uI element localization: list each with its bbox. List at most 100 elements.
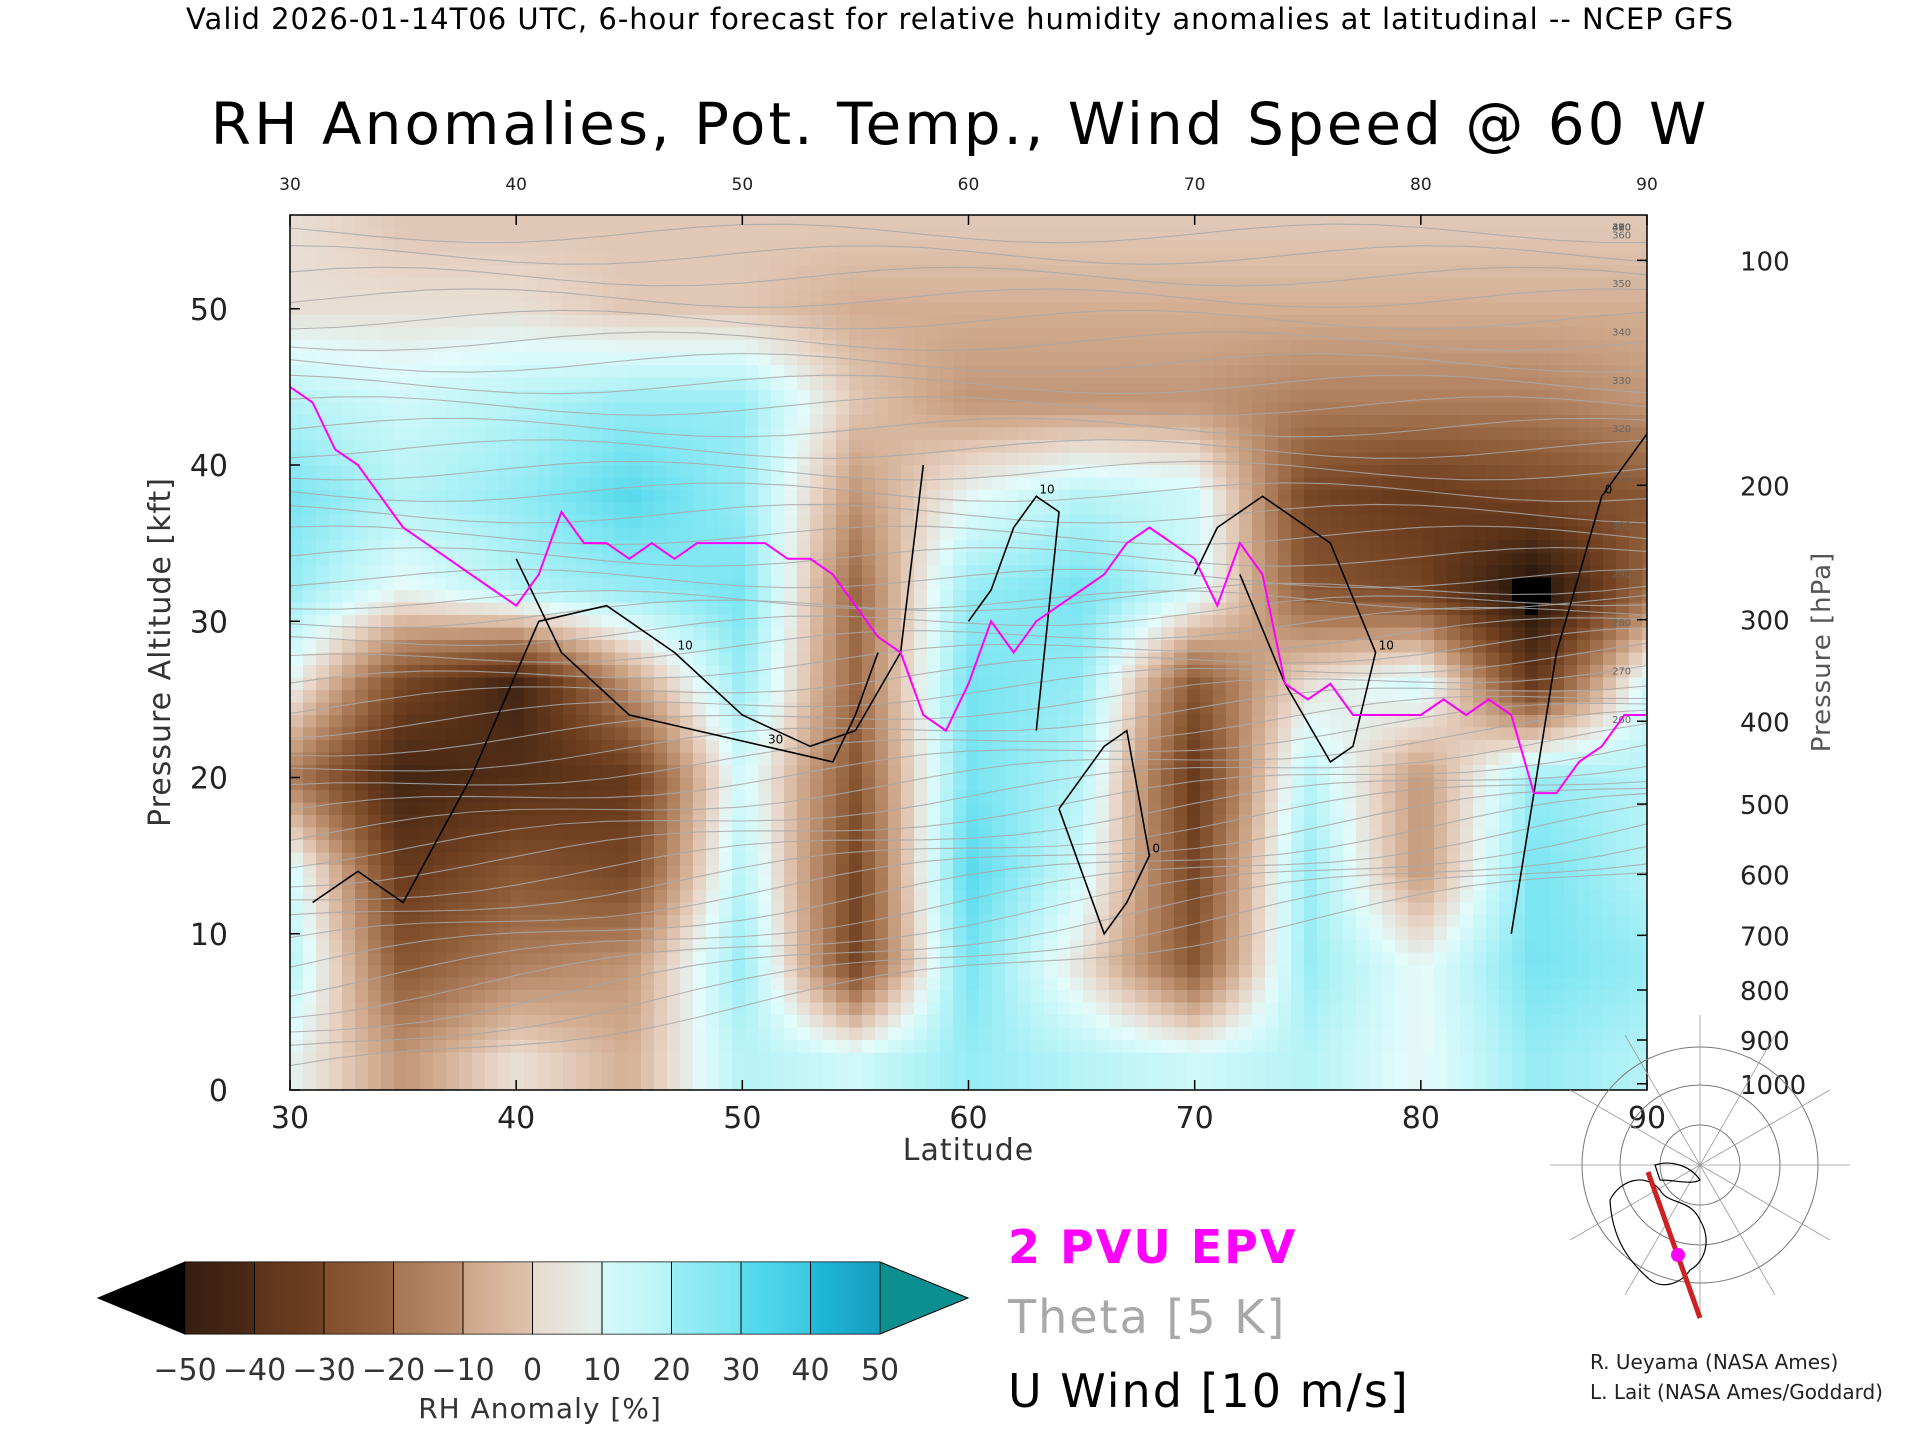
heatmap-cell	[1577, 277, 1591, 291]
heatmap-cell	[472, 477, 486, 491]
heatmap-cell	[654, 502, 668, 516]
heatmap-cell	[992, 477, 1006, 491]
heatmap-cell	[797, 540, 811, 554]
heatmap-cell	[563, 677, 577, 691]
heatmap-cell	[1382, 402, 1396, 416]
heatmap-cell	[1421, 577, 1435, 591]
heatmap-cell	[1460, 715, 1474, 729]
heatmap-cell	[1408, 290, 1422, 304]
heatmap-cell	[1031, 315, 1045, 329]
heatmap-cell	[1577, 265, 1591, 279]
heatmap-cell	[784, 577, 798, 591]
heatmap-cell	[290, 540, 304, 554]
heatmap-cell	[589, 627, 603, 641]
heatmap-cell	[940, 427, 954, 441]
heatmap-cell	[550, 527, 564, 541]
heatmap-cell	[667, 390, 681, 404]
heatmap-cell	[615, 302, 629, 316]
heatmap-cell	[1252, 252, 1266, 266]
heatmap-cell	[1382, 465, 1396, 479]
heatmap-cell	[1330, 377, 1344, 391]
heatmap-cell	[966, 465, 980, 479]
heatmap-cell	[732, 690, 746, 704]
heatmap-cell	[602, 777, 616, 791]
heatmap-cell	[1148, 652, 1162, 666]
heatmap-cell	[1564, 315, 1578, 329]
heatmap-cell	[1642, 402, 1647, 416]
heatmap-cell	[732, 465, 746, 479]
heatmap-cell	[1616, 265, 1630, 279]
heatmap-cell	[1460, 227, 1474, 241]
heatmap-cell	[511, 315, 525, 329]
heatmap-cell	[1057, 465, 1071, 479]
heatmap-cell	[1421, 515, 1435, 529]
heatmap-cell	[1317, 677, 1331, 691]
heatmap-cell	[446, 390, 460, 404]
heatmap-cell	[654, 602, 668, 616]
heatmap-cell	[849, 240, 863, 254]
heatmap-cell	[316, 277, 330, 291]
heatmap-cell	[368, 552, 382, 566]
heatmap-cell	[901, 715, 915, 729]
heatmap-cell	[719, 302, 733, 316]
heatmap-cell	[1499, 640, 1513, 654]
heatmap-cell	[290, 427, 304, 441]
heatmap-cell	[1486, 365, 1500, 379]
heatmap-cell	[563, 240, 577, 254]
heatmap-cell	[537, 465, 551, 479]
heatmap-cell	[1603, 240, 1617, 254]
heatmap-cell	[706, 252, 720, 266]
heatmap-cell	[1174, 502, 1188, 516]
heatmap-cell	[1083, 477, 1097, 491]
heatmap-cell	[1213, 415, 1227, 429]
heatmap-cell	[953, 477, 967, 491]
heatmap-cell	[1239, 652, 1253, 666]
heatmap-cell	[1213, 352, 1227, 366]
heatmap-cell	[888, 302, 902, 316]
heatmap-cell	[303, 752, 317, 766]
heatmap-cell	[901, 215, 915, 229]
heatmap-cell	[1486, 790, 1500, 804]
heatmap-cell	[1577, 490, 1591, 504]
heatmap-cell	[1382, 577, 1396, 591]
heatmap-cell	[667, 802, 681, 816]
heatmap-cell	[732, 640, 746, 654]
heatmap-cell	[667, 752, 681, 766]
heatmap-cell	[1135, 740, 1149, 754]
heatmap-cell	[602, 440, 616, 454]
heatmap-cell	[1395, 665, 1409, 679]
heatmap-cell	[1278, 765, 1292, 779]
heatmap-cell	[797, 352, 811, 366]
heatmap-cell	[407, 640, 421, 654]
heatmap-cell	[329, 752, 343, 766]
heatmap-cell	[693, 527, 707, 541]
heatmap-cell	[1213, 427, 1227, 441]
heatmap-cell	[1577, 765, 1591, 779]
heatmap-cell	[1421, 565, 1435, 579]
heatmap-cell	[1616, 452, 1630, 466]
heatmap-cell	[1317, 315, 1331, 329]
heatmap-cell	[498, 515, 512, 529]
heatmap-cell	[485, 652, 499, 666]
heatmap-cell	[888, 490, 902, 504]
heatmap-cell	[1408, 602, 1422, 616]
heatmap-cell	[1486, 315, 1500, 329]
heatmap-cell	[602, 340, 616, 354]
heatmap-cell	[810, 315, 824, 329]
heatmap-cell	[433, 602, 447, 616]
heatmap-cell	[1109, 302, 1123, 316]
heatmap-cell	[1044, 427, 1058, 441]
heatmap-cell	[1642, 290, 1647, 304]
heatmap-cell	[1434, 577, 1448, 591]
heatmap-cell	[1460, 265, 1474, 279]
heatmap-cell	[329, 727, 343, 741]
heatmap-cell	[1577, 502, 1591, 516]
heatmap-cell	[1369, 452, 1383, 466]
heatmap-cell	[355, 215, 369, 229]
heatmap-cell	[316, 340, 330, 354]
heatmap-cell	[459, 515, 473, 529]
heatmap-cell	[1252, 277, 1266, 291]
heatmap-cell	[576, 777, 590, 791]
heatmap-cell	[1317, 702, 1331, 716]
heatmap-cell	[459, 590, 473, 604]
